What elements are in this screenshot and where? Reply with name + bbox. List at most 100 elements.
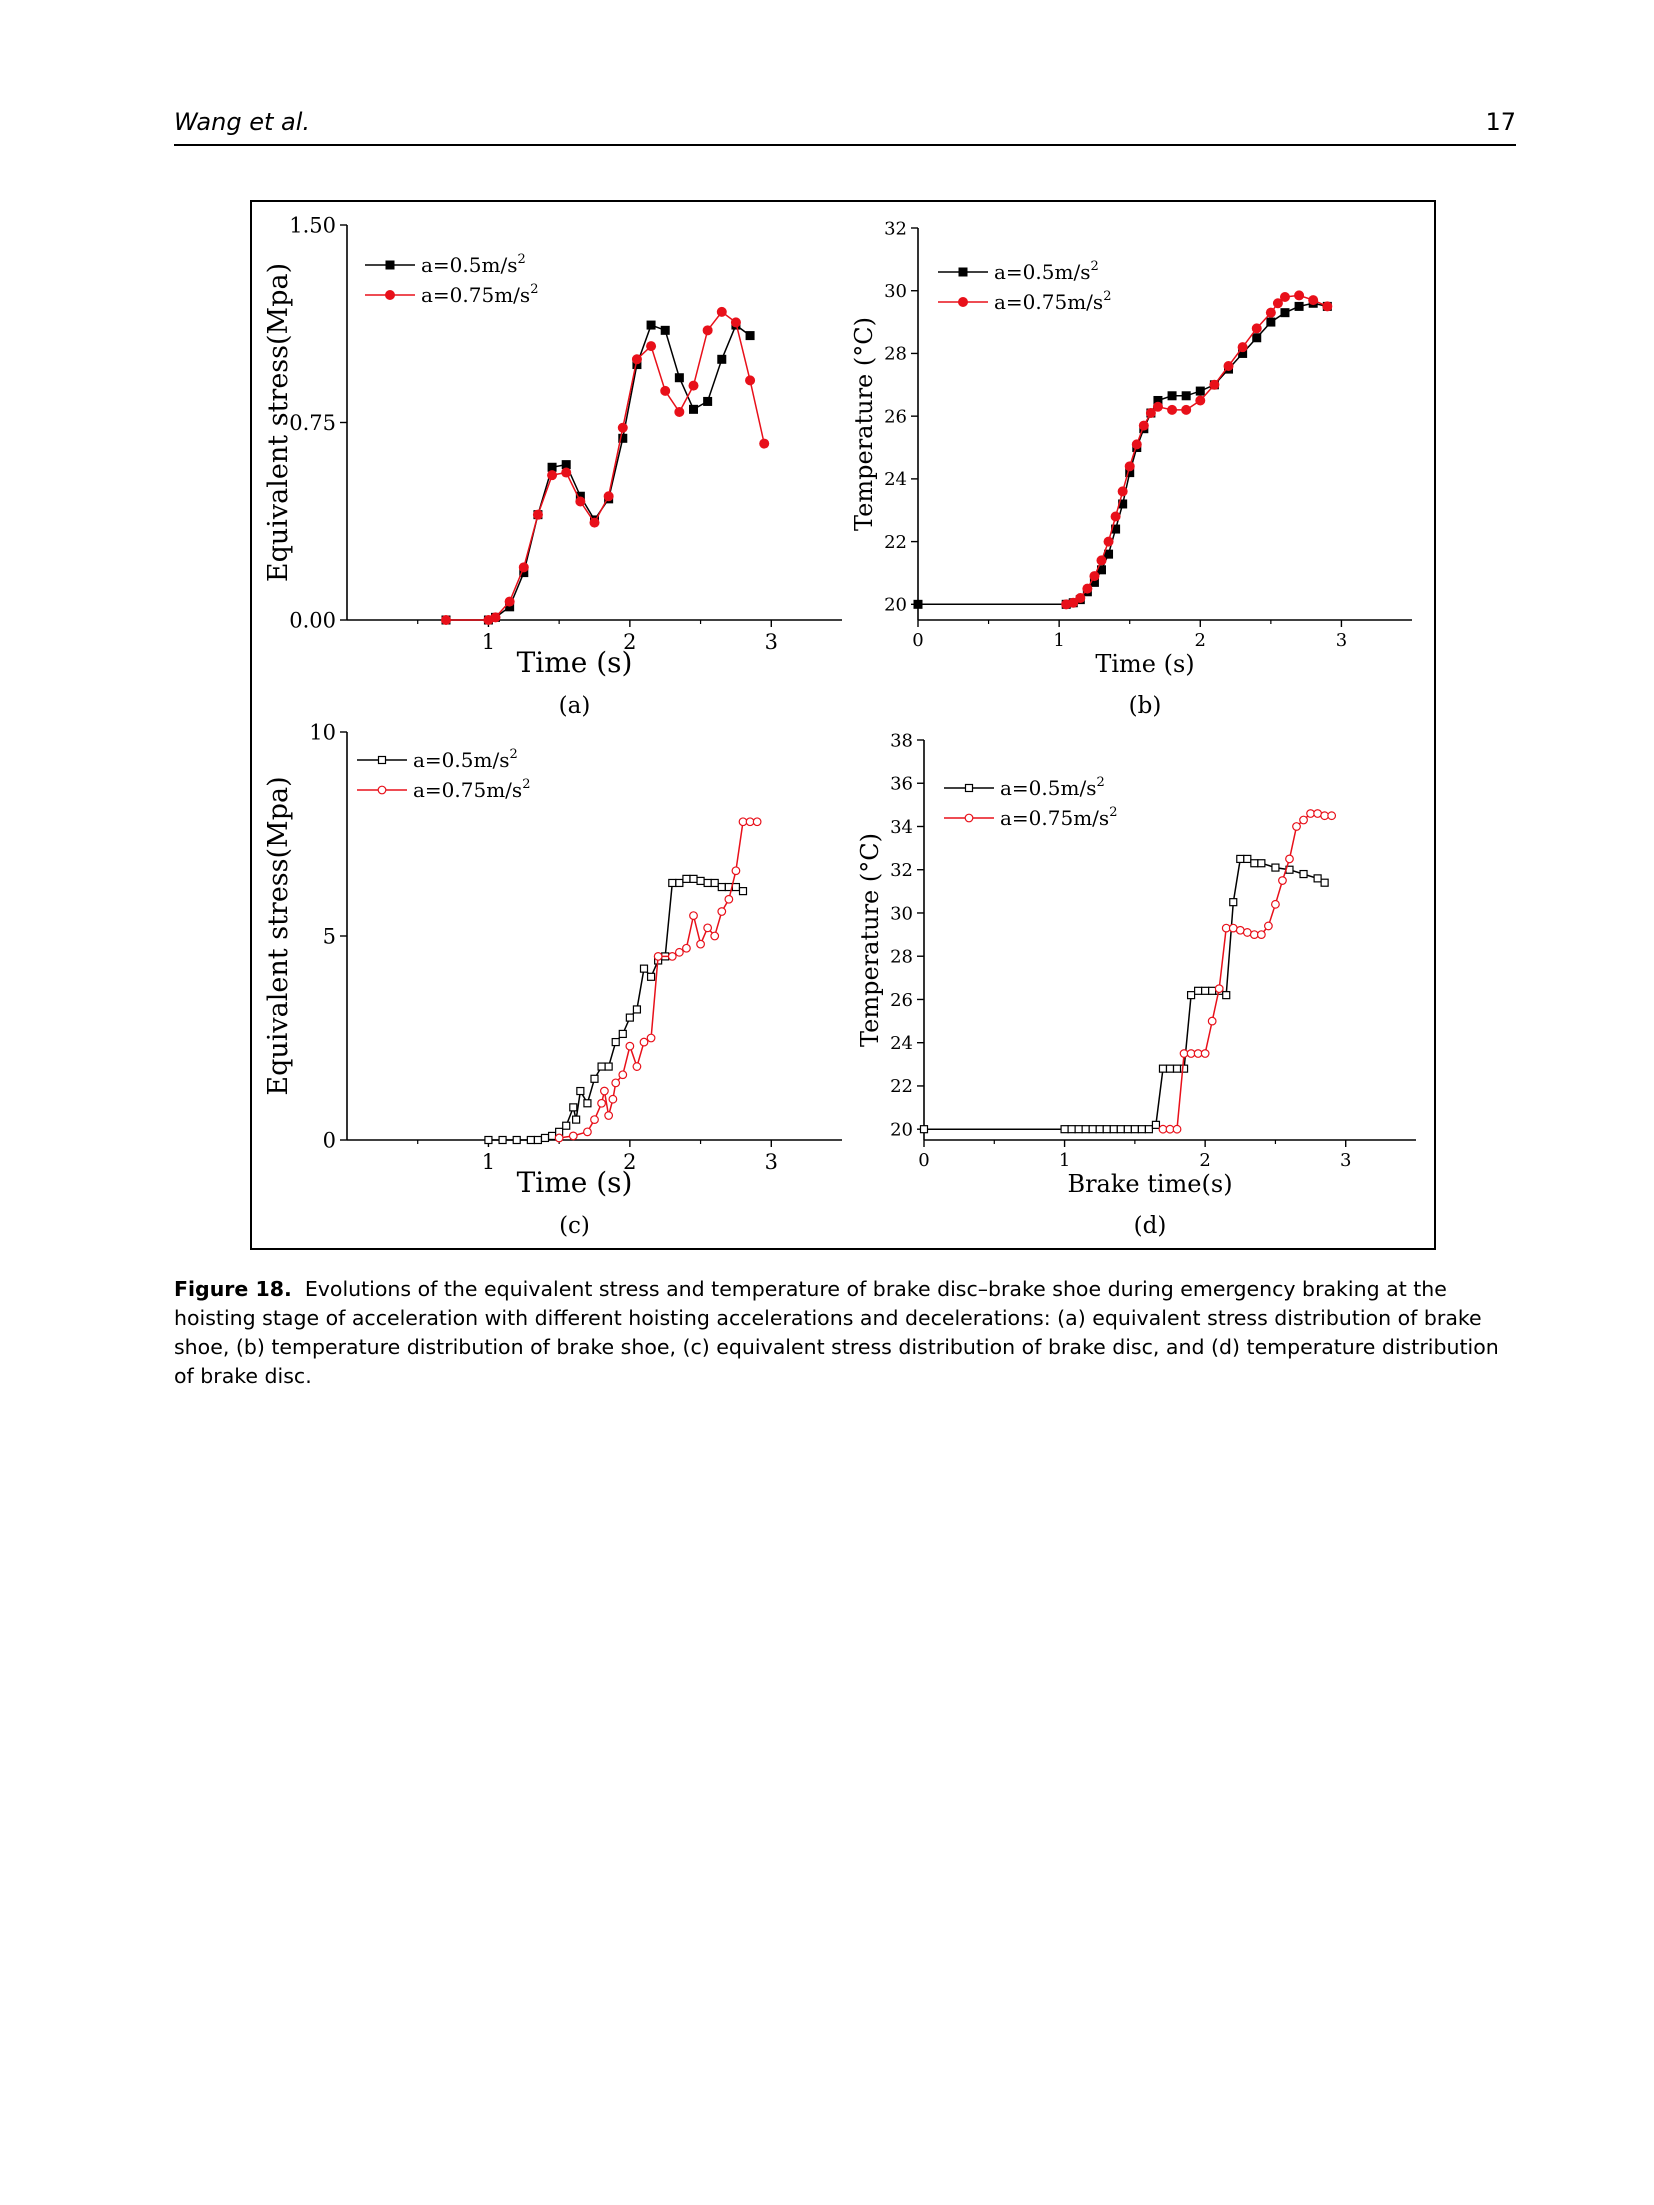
data-point <box>561 467 572 478</box>
x-tick-label: 1 <box>1053 630 1064 651</box>
legend-label: a=0.75m/s2 <box>413 777 530 802</box>
data-point <box>554 1133 564 1143</box>
data-point <box>730 317 741 328</box>
data-point <box>646 320 656 330</box>
data-point <box>1089 571 1100 582</box>
data-point <box>618 1029 627 1039</box>
x-axis-label: Time (s) <box>517 646 633 679</box>
data-point <box>505 602 515 612</box>
data-point <box>441 615 451 625</box>
legend-marker <box>377 755 387 765</box>
data-point <box>745 375 756 386</box>
data-point <box>703 878 712 888</box>
x-tick-label: 1 <box>482 630 495 654</box>
data-point <box>1208 986 1217 995</box>
data-point <box>745 817 755 827</box>
y-tick-label: 30 <box>884 281 907 302</box>
x-tick-label: 2 <box>623 630 636 654</box>
data-point <box>646 341 657 352</box>
y-tick-label: 36 <box>890 774 913 795</box>
y-tick-label: 22 <box>890 1076 913 1097</box>
data-point <box>745 331 755 341</box>
legend-label-superscript: 2 <box>530 282 538 297</box>
x-tick-label: 2 <box>1199 1150 1210 1171</box>
data-point <box>498 1135 507 1145</box>
data-point <box>490 612 501 623</box>
data-point <box>689 874 698 883</box>
chart-panel-c: 1 2 3 0 5 10 Time (s) Equivalent stress(Mpa) (c)… <box>263 720 842 1239</box>
y-tick-label: 20 <box>884 595 907 616</box>
legend-label-superscript: 2 <box>1096 775 1104 790</box>
running-head-author: Wang et al. <box>174 108 311 136</box>
y-tick-label: 32 <box>884 218 907 239</box>
data-point <box>547 462 557 472</box>
legend-label: a=0.75m/s2 <box>1000 805 1117 830</box>
legend-marker <box>958 267 968 277</box>
data-point <box>576 1086 585 1096</box>
data-point <box>1153 395 1163 405</box>
data-point <box>1158 1064 1168 1073</box>
data-point <box>759 438 770 449</box>
data-point <box>1181 391 1191 401</box>
data-point <box>1257 859 1266 868</box>
data-point <box>1222 991 1231 1000</box>
data-point <box>639 964 649 973</box>
data-point <box>1172 1064 1182 1073</box>
data-point <box>653 951 663 961</box>
data-point <box>1102 1125 1111 1134</box>
data-point <box>702 325 713 336</box>
data-point <box>1096 555 1107 566</box>
legend-marker <box>964 783 974 793</box>
data-point <box>631 354 642 365</box>
data-point <box>590 1115 599 1125</box>
data-point <box>504 596 515 607</box>
data-point <box>1264 921 1273 931</box>
data-point <box>561 460 571 470</box>
data-point <box>1195 386 1205 396</box>
data-point <box>646 972 656 981</box>
data-point <box>703 396 713 406</box>
panel-label: (a) <box>559 693 591 719</box>
legend-label-superscript: 2 <box>517 252 525 267</box>
data-point <box>1229 898 1238 907</box>
data-point <box>674 373 684 383</box>
data-point <box>1144 1125 1154 1134</box>
series-line <box>558 821 758 1139</box>
x-tick-label: 1 <box>482 1150 495 1174</box>
legend-label: a=0.5m/s2 <box>421 252 526 277</box>
y-tick-label: 22 <box>884 532 907 553</box>
legend-marker <box>385 260 395 270</box>
data-point <box>1214 984 1224 994</box>
legend-label: a=0.5m/s2 <box>994 259 1099 284</box>
data-point <box>618 1070 628 1080</box>
data-point <box>532 509 543 520</box>
panel-label: (c) <box>559 1213 590 1239</box>
data-point <box>738 887 748 896</box>
data-point <box>1096 565 1106 575</box>
data-point <box>689 404 698 414</box>
panel-label: (d) <box>1134 1213 1167 1239</box>
data-point <box>1272 298 1283 309</box>
data-point <box>603 491 614 502</box>
series-line <box>446 323 751 621</box>
data-point <box>1278 876 1287 885</box>
y-tick-label: 0.00 <box>289 608 336 632</box>
data-point <box>1179 1064 1189 1073</box>
data-point <box>618 433 628 443</box>
panel-label: (b) <box>1129 693 1162 719</box>
data-point <box>1152 401 1163 412</box>
data-point <box>674 406 685 417</box>
data-point <box>625 1041 635 1051</box>
y-tick-label: 26 <box>890 990 913 1011</box>
legend-label-superscript: 2 <box>509 747 517 762</box>
y-tick-label: 10 <box>309 720 336 744</box>
data-point <box>1327 811 1337 821</box>
data-point <box>1299 869 1308 879</box>
data-point <box>597 1098 606 1108</box>
data-point <box>1280 308 1290 318</box>
data-point <box>1251 323 1262 334</box>
data-point <box>632 360 642 370</box>
data-point <box>1186 991 1196 1000</box>
data-point <box>1313 874 1322 883</box>
data-point <box>600 1086 609 1096</box>
